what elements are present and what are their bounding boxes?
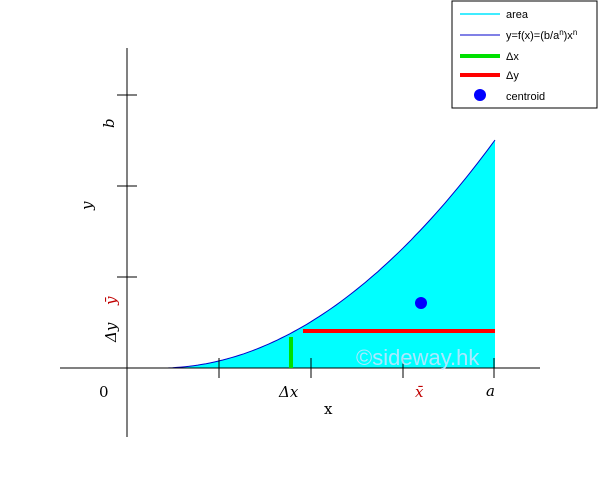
- a-label: a: [486, 382, 495, 400]
- legend: area y=f(x)=(b/an)xn Δx Δy centroid: [451, 0, 598, 109]
- function-curve: [160, 139, 496, 369]
- x-bar-label: x̄: [415, 383, 424, 401]
- delta-y-label: Δy: [102, 322, 120, 343]
- delta-x-label: Δx: [278, 383, 299, 401]
- legend-label-delta-y: Δy: [506, 70, 519, 82]
- watermark-text: ©sideway.hk: [356, 345, 480, 370]
- legend-label-curve: y=f(x)=(b/an)xn: [506, 28, 577, 42]
- legend-label-centroid: centroid: [506, 91, 545, 103]
- legend-swatch-centroid: [474, 89, 486, 101]
- centroid-point: [415, 297, 427, 309]
- area-region: [160, 140, 495, 368]
- y-bar-label: ȳ: [102, 296, 120, 306]
- origin-label: 0: [99, 383, 109, 401]
- b-label: b: [100, 118, 118, 128]
- x-axis-label: x: [324, 400, 333, 418]
- legend-label-delta-x: Δx: [506, 51, 519, 63]
- y-axis-label: y: [78, 201, 96, 211]
- legend-label-area: area: [506, 9, 529, 21]
